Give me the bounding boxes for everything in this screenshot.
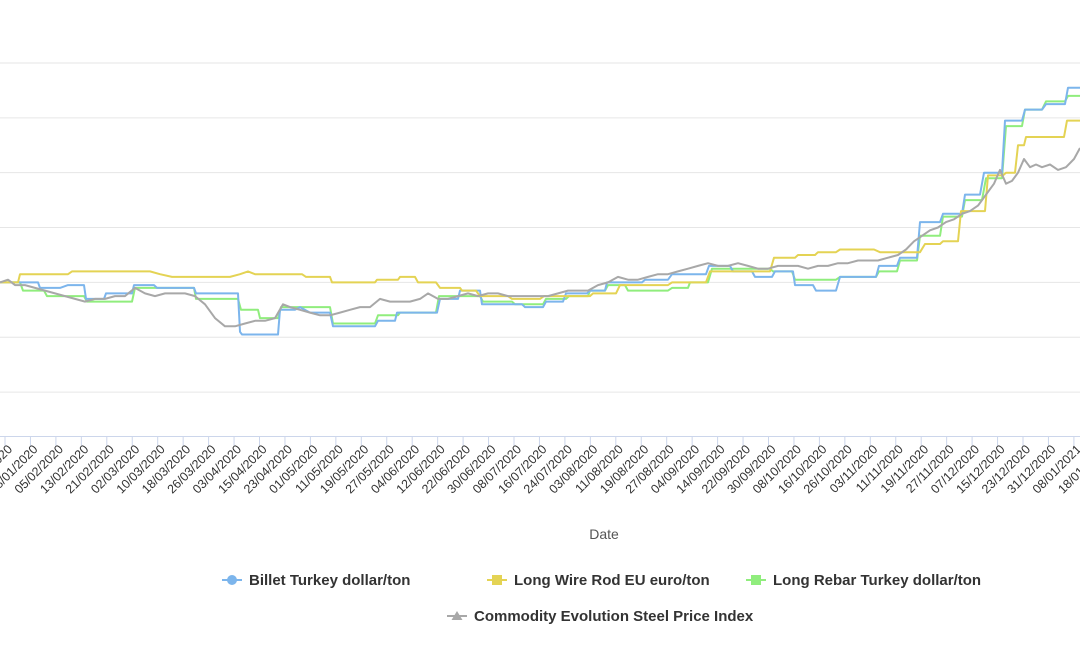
series-line[interactable] — [0, 86, 1080, 336]
series-line[interactable] — [0, 119, 1080, 300]
x-tick-labels: 20/01/202028/01/202005/02/202013/02/2020… — [0, 436, 1080, 496]
legend-square-marker — [492, 575, 502, 585]
legend: Billet Turkey dollar/ton Long Wire Rod EU… — [222, 572, 981, 625]
legend-label: Long Rebar Turkey dollar/ton — [773, 572, 981, 589]
legend-label: Long Wire Rod EU euro/ton — [514, 572, 710, 589]
legend-square-marker — [751, 575, 761, 585]
legend-label: Commodity Evolution Steel Price Index — [474, 608, 754, 625]
legend-item[interactable]: Commodity Evolution Steel Price Index — [447, 608, 754, 625]
legend-triangle-marker — [451, 611, 463, 620]
x-axis-title: Date — [589, 526, 619, 542]
grid-lines — [0, 62, 1080, 393]
legend-circle-marker — [227, 575, 237, 585]
legend-item[interactable]: Long Wire Rod EU euro/ton — [487, 572, 710, 589]
legend-item[interactable]: Long Rebar Turkey dollar/ton — [746, 572, 981, 589]
legend-label: Billet Turkey dollar/ton — [249, 572, 410, 589]
series-layer — [0, 86, 1080, 336]
legend-item[interactable]: Billet Turkey dollar/ton — [222, 572, 410, 589]
series-line[interactable] — [0, 147, 1080, 328]
series-line[interactable] — [0, 94, 1080, 325]
